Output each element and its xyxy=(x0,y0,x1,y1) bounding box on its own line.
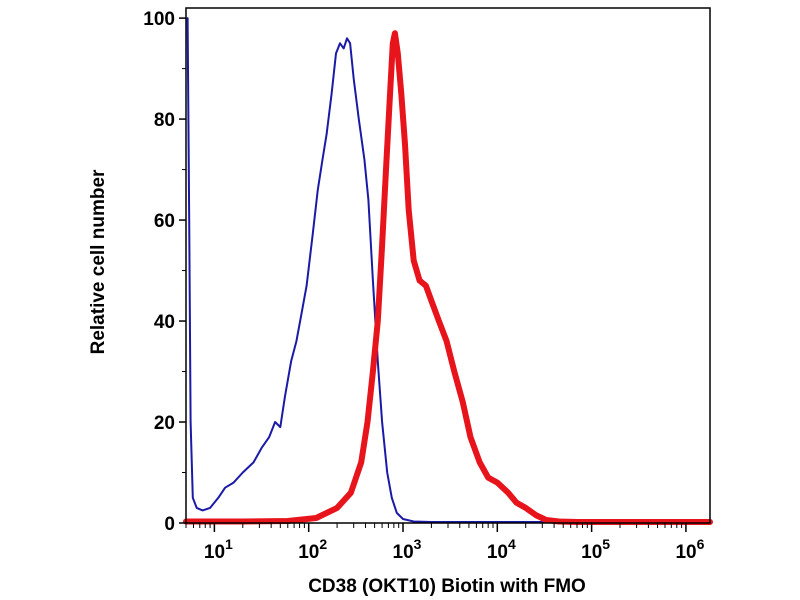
series-line-1 xyxy=(186,17,711,523)
y-tick-label: 100 xyxy=(143,9,175,30)
y-tick-label: 20 xyxy=(154,413,175,434)
y-tick-label: 0 xyxy=(164,514,175,535)
y-tick-label: 80 xyxy=(154,110,175,131)
y-axis-title: Relative cell number xyxy=(88,169,109,354)
x-axis-title: CD38 (OKT10) Biotin with FMO xyxy=(308,576,586,597)
series-layer xyxy=(183,17,713,525)
y-tick-label: 60 xyxy=(154,211,175,232)
series-line-2 xyxy=(183,30,713,525)
y-tick-label: 40 xyxy=(154,312,175,333)
